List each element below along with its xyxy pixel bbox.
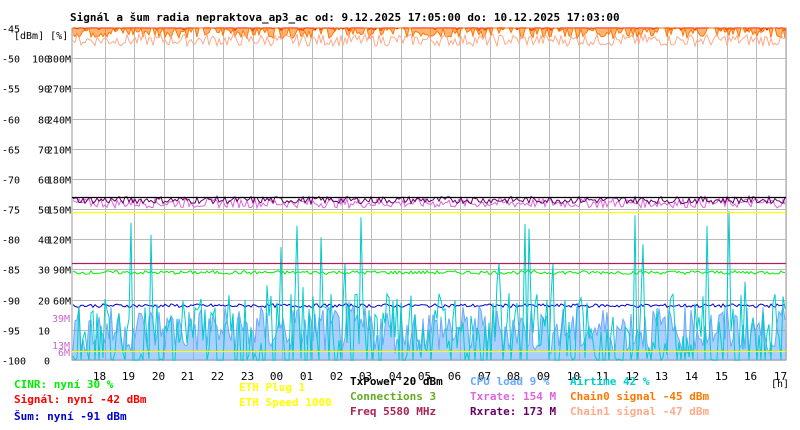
- x-tick-label: 19: [122, 370, 135, 383]
- legend-item: TxPower 20 dBm: [350, 375, 443, 388]
- x-tick-label: 20: [152, 370, 165, 383]
- legend-item: Signál: nyní -42 dBm: [14, 393, 147, 406]
- y-tick-label-rate-small: 6M: [58, 348, 70, 359]
- y-tick-label-rate: 150M: [47, 206, 71, 217]
- legend-item: Chain1 signal -47 dBm: [570, 405, 710, 418]
- y-tick-label-rate: 240M: [47, 116, 71, 127]
- y-tick-label-percent: 80: [38, 116, 50, 127]
- series-line-CPU load: [72, 304, 786, 355]
- x-tick-label: 18: [93, 370, 106, 383]
- x-tick-label: 21: [181, 370, 194, 383]
- y-tick-label-percent: 30: [38, 266, 50, 277]
- legend-item: CPU load 9 %: [470, 375, 550, 388]
- x-tick-label: 00: [270, 370, 283, 383]
- legend-item: Txrate: 154 M: [470, 390, 557, 403]
- y-tick-label-dbm: -80: [2, 236, 20, 247]
- series-line-Rxrate: [72, 194, 786, 206]
- y-tick-label-dbm: -85: [2, 266, 20, 277]
- x-tick-label: 10: [567, 370, 580, 383]
- x-tick-label: 01: [300, 370, 313, 383]
- y-tick-label-dbm: -75: [2, 206, 20, 217]
- series-line-Chain1 signal: [72, 32, 786, 48]
- x-tick-label: 23: [241, 370, 254, 383]
- units-label: [dBm] [%]: [14, 31, 69, 42]
- y-tick-label-dbm: -100: [2, 357, 26, 368]
- y-tick-label-dbm: -45: [2, 25, 20, 36]
- x-tick-label: 06: [448, 370, 461, 383]
- x-tick-label: 02: [330, 370, 343, 383]
- x-tick-label: 12: [626, 370, 639, 383]
- x-tick-label: 15: [715, 370, 728, 383]
- x-tick-label: 11: [596, 370, 609, 383]
- y-tick-label-rate: 270M: [47, 85, 71, 96]
- x-tick-label: 08: [507, 370, 520, 383]
- legend-item: Connections 3: [350, 390, 437, 403]
- legend-item: Freq 5580 MHz: [350, 405, 437, 418]
- y-tick-label-percent: 60: [38, 176, 50, 187]
- series-fill-Chain0 signal: [72, 28, 786, 39]
- series-line-Txrate: [72, 196, 786, 210]
- y-tick-label-percent: 70: [38, 146, 50, 157]
- y-tick-label-rate: 180M: [47, 176, 71, 187]
- y-tick-label-rate-small: 39M: [52, 314, 70, 325]
- y-tick-label-rate: 120M: [47, 236, 71, 247]
- series-line-Airtime: [72, 210, 786, 362]
- chart-title: Signál a šum radia nepraktova_ap3_ac od:…: [70, 11, 620, 24]
- y-tick-label-rate: 210M: [47, 146, 71, 157]
- y-tick-label-dbm: -95: [2, 327, 20, 338]
- x-tick-label: 16: [744, 370, 757, 383]
- y-tick-label-rate: 300M: [47, 55, 71, 66]
- x-tick-label: 14: [685, 370, 699, 383]
- x-tick-label: 04: [389, 370, 403, 383]
- legend-item: Airtime 42 %: [570, 375, 650, 388]
- series-line-CINR: [72, 269, 786, 275]
- y-tick-label-rate: 90M: [53, 266, 71, 277]
- y-tick-label-dbm: -50: [2, 55, 20, 66]
- x-tick-label: 05: [418, 370, 431, 383]
- plot-area: [71, 27, 787, 361]
- legend-item: CINR: nyní 30 %: [14, 378, 114, 391]
- y-tick-label-percent: 90: [38, 85, 50, 96]
- y-tick-label-dbm: -65: [2, 146, 20, 157]
- y-tick-label-percent: 10: [38, 327, 50, 338]
- y-tick-label-rate: 60M: [53, 297, 71, 308]
- x-tick-label: 07: [478, 370, 491, 383]
- series-line-Šum: [72, 303, 785, 309]
- x-tick-label: 22: [211, 370, 224, 383]
- x-axis-label: [h]: [771, 379, 790, 390]
- x-tick-label: 17: [774, 370, 787, 383]
- y-tick-label-percent: 50: [38, 206, 50, 217]
- x-tick-label: 13: [655, 370, 668, 383]
- legend-item: Chain0 signal -45 dBm: [570, 390, 710, 403]
- legend-item: Rxrate: 173 M: [470, 405, 557, 418]
- y-tick-label-percent: 20: [38, 297, 50, 308]
- y-tick-label-dbm: -55: [2, 85, 20, 96]
- y-tick-label-dbm: -60: [2, 116, 20, 127]
- x-tick-label: 03: [359, 370, 372, 383]
- y-tick-label-dbm: -90: [2, 297, 20, 308]
- legend-item: ETH Plug 1: [239, 381, 306, 394]
- x-tick-label: 09: [537, 370, 550, 383]
- y-tick-label-dbm: -70: [2, 176, 20, 187]
- y-tick-label-percent: 40: [38, 236, 50, 247]
- y-tick-label-percent: 100: [32, 55, 50, 66]
- legend-item: Šum: nyní -91 dBm: [14, 410, 127, 423]
- y-tick-label-percent: 0: [44, 357, 50, 368]
- y-tick-label-rate-small: 13M: [52, 341, 70, 352]
- legend-item: ETH Speed 1000: [239, 396, 332, 409]
